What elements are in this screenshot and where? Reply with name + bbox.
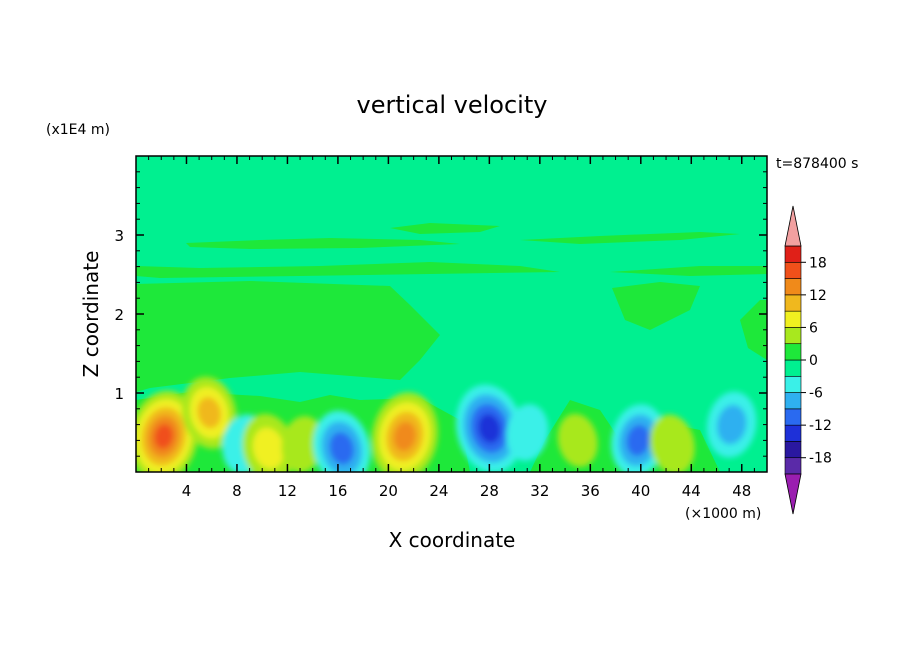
colorbar-segment — [784, 408, 802, 426]
x-tick-label: 32 — [530, 482, 549, 500]
x-tick-label: 44 — [682, 482, 701, 500]
colorbar-segment — [784, 457, 802, 475]
colorbar-segment — [784, 310, 802, 328]
weak-updraft-layer — [610, 266, 767, 276]
contour-band — [626, 424, 650, 456]
time-label: t=878400 s — [776, 156, 858, 172]
contour-band — [716, 404, 747, 445]
colorbar-segment — [784, 245, 802, 263]
x-tick-label: 24 — [429, 482, 448, 500]
colorbar-segment — [784, 359, 802, 377]
colorbar-tick-label: -12 — [809, 418, 832, 434]
x-tick-label: 36 — [581, 482, 600, 500]
x-tick-label: 16 — [328, 482, 347, 500]
contour-band — [197, 397, 221, 429]
colorbar-tick-label: 18 — [809, 255, 827, 271]
contour-band — [506, 404, 549, 461]
colorbar-tick-label: -6 — [809, 386, 823, 402]
y-unit-label: (x1E4 m) — [46, 122, 110, 138]
y-tick-label: 1 — [114, 385, 124, 403]
y-tick-label: 2 — [114, 306, 124, 324]
colorbar: 18 12 6 0 -6 -12 -18 — [784, 205, 832, 515]
contour-band — [252, 427, 285, 469]
x-tick-label: 12 — [278, 482, 297, 500]
weak-updraft-layer — [136, 262, 560, 278]
chart-title: vertical velocity — [357, 91, 548, 119]
contour-field — [136, 156, 767, 472]
colorbar-under-arrow — [784, 473, 802, 515]
colorbar-segment — [784, 294, 802, 312]
colorbar-segment — [784, 343, 802, 361]
colorbar-tick-label: 6 — [809, 320, 818, 336]
weak-updraft-layer — [186, 238, 460, 249]
y-tick-label: 3 — [114, 227, 124, 245]
x-tick-label: 48 — [732, 482, 751, 500]
contour-band — [393, 421, 416, 452]
x-unit-label: (×1000 m) — [685, 506, 761, 522]
colorbar-tick-label: -18 — [809, 451, 832, 467]
weak-updraft-region — [136, 281, 440, 392]
contour-band — [478, 413, 501, 444]
x-tick-label: 4 — [182, 482, 192, 500]
contour-band — [281, 416, 324, 472]
weak-updraft-region — [740, 300, 767, 360]
colorbar-tick-label: 12 — [809, 288, 827, 304]
x-tick-label: 20 — [379, 482, 398, 500]
weak-updraft-layer — [390, 223, 500, 234]
weak-updraft-layer — [520, 232, 740, 244]
colorbar-segment — [784, 441, 802, 459]
colorbar-segment — [784, 327, 802, 345]
contour-band — [154, 424, 174, 449]
colorbar-segment — [784, 261, 802, 279]
colorbar-over-arrow — [784, 205, 802, 247]
colorbar-segment — [784, 424, 802, 442]
colorbar-tick-label: 0 — [809, 353, 818, 369]
y-axis-label: Z coordinate — [79, 251, 103, 378]
contour-band — [557, 413, 598, 467]
contour-band — [649, 414, 695, 472]
x-tick-label: 40 — [631, 482, 650, 500]
colorbar-segment — [784, 278, 802, 296]
x-axis-label: X coordinate — [389, 528, 516, 552]
weak-updraft-region — [612, 282, 700, 330]
x-tick-label: 8 — [232, 482, 242, 500]
colorbar-segment — [784, 375, 802, 393]
colorbar-segment — [784, 392, 802, 410]
x-tick-label: 28 — [480, 482, 499, 500]
contour-band — [329, 432, 354, 465]
